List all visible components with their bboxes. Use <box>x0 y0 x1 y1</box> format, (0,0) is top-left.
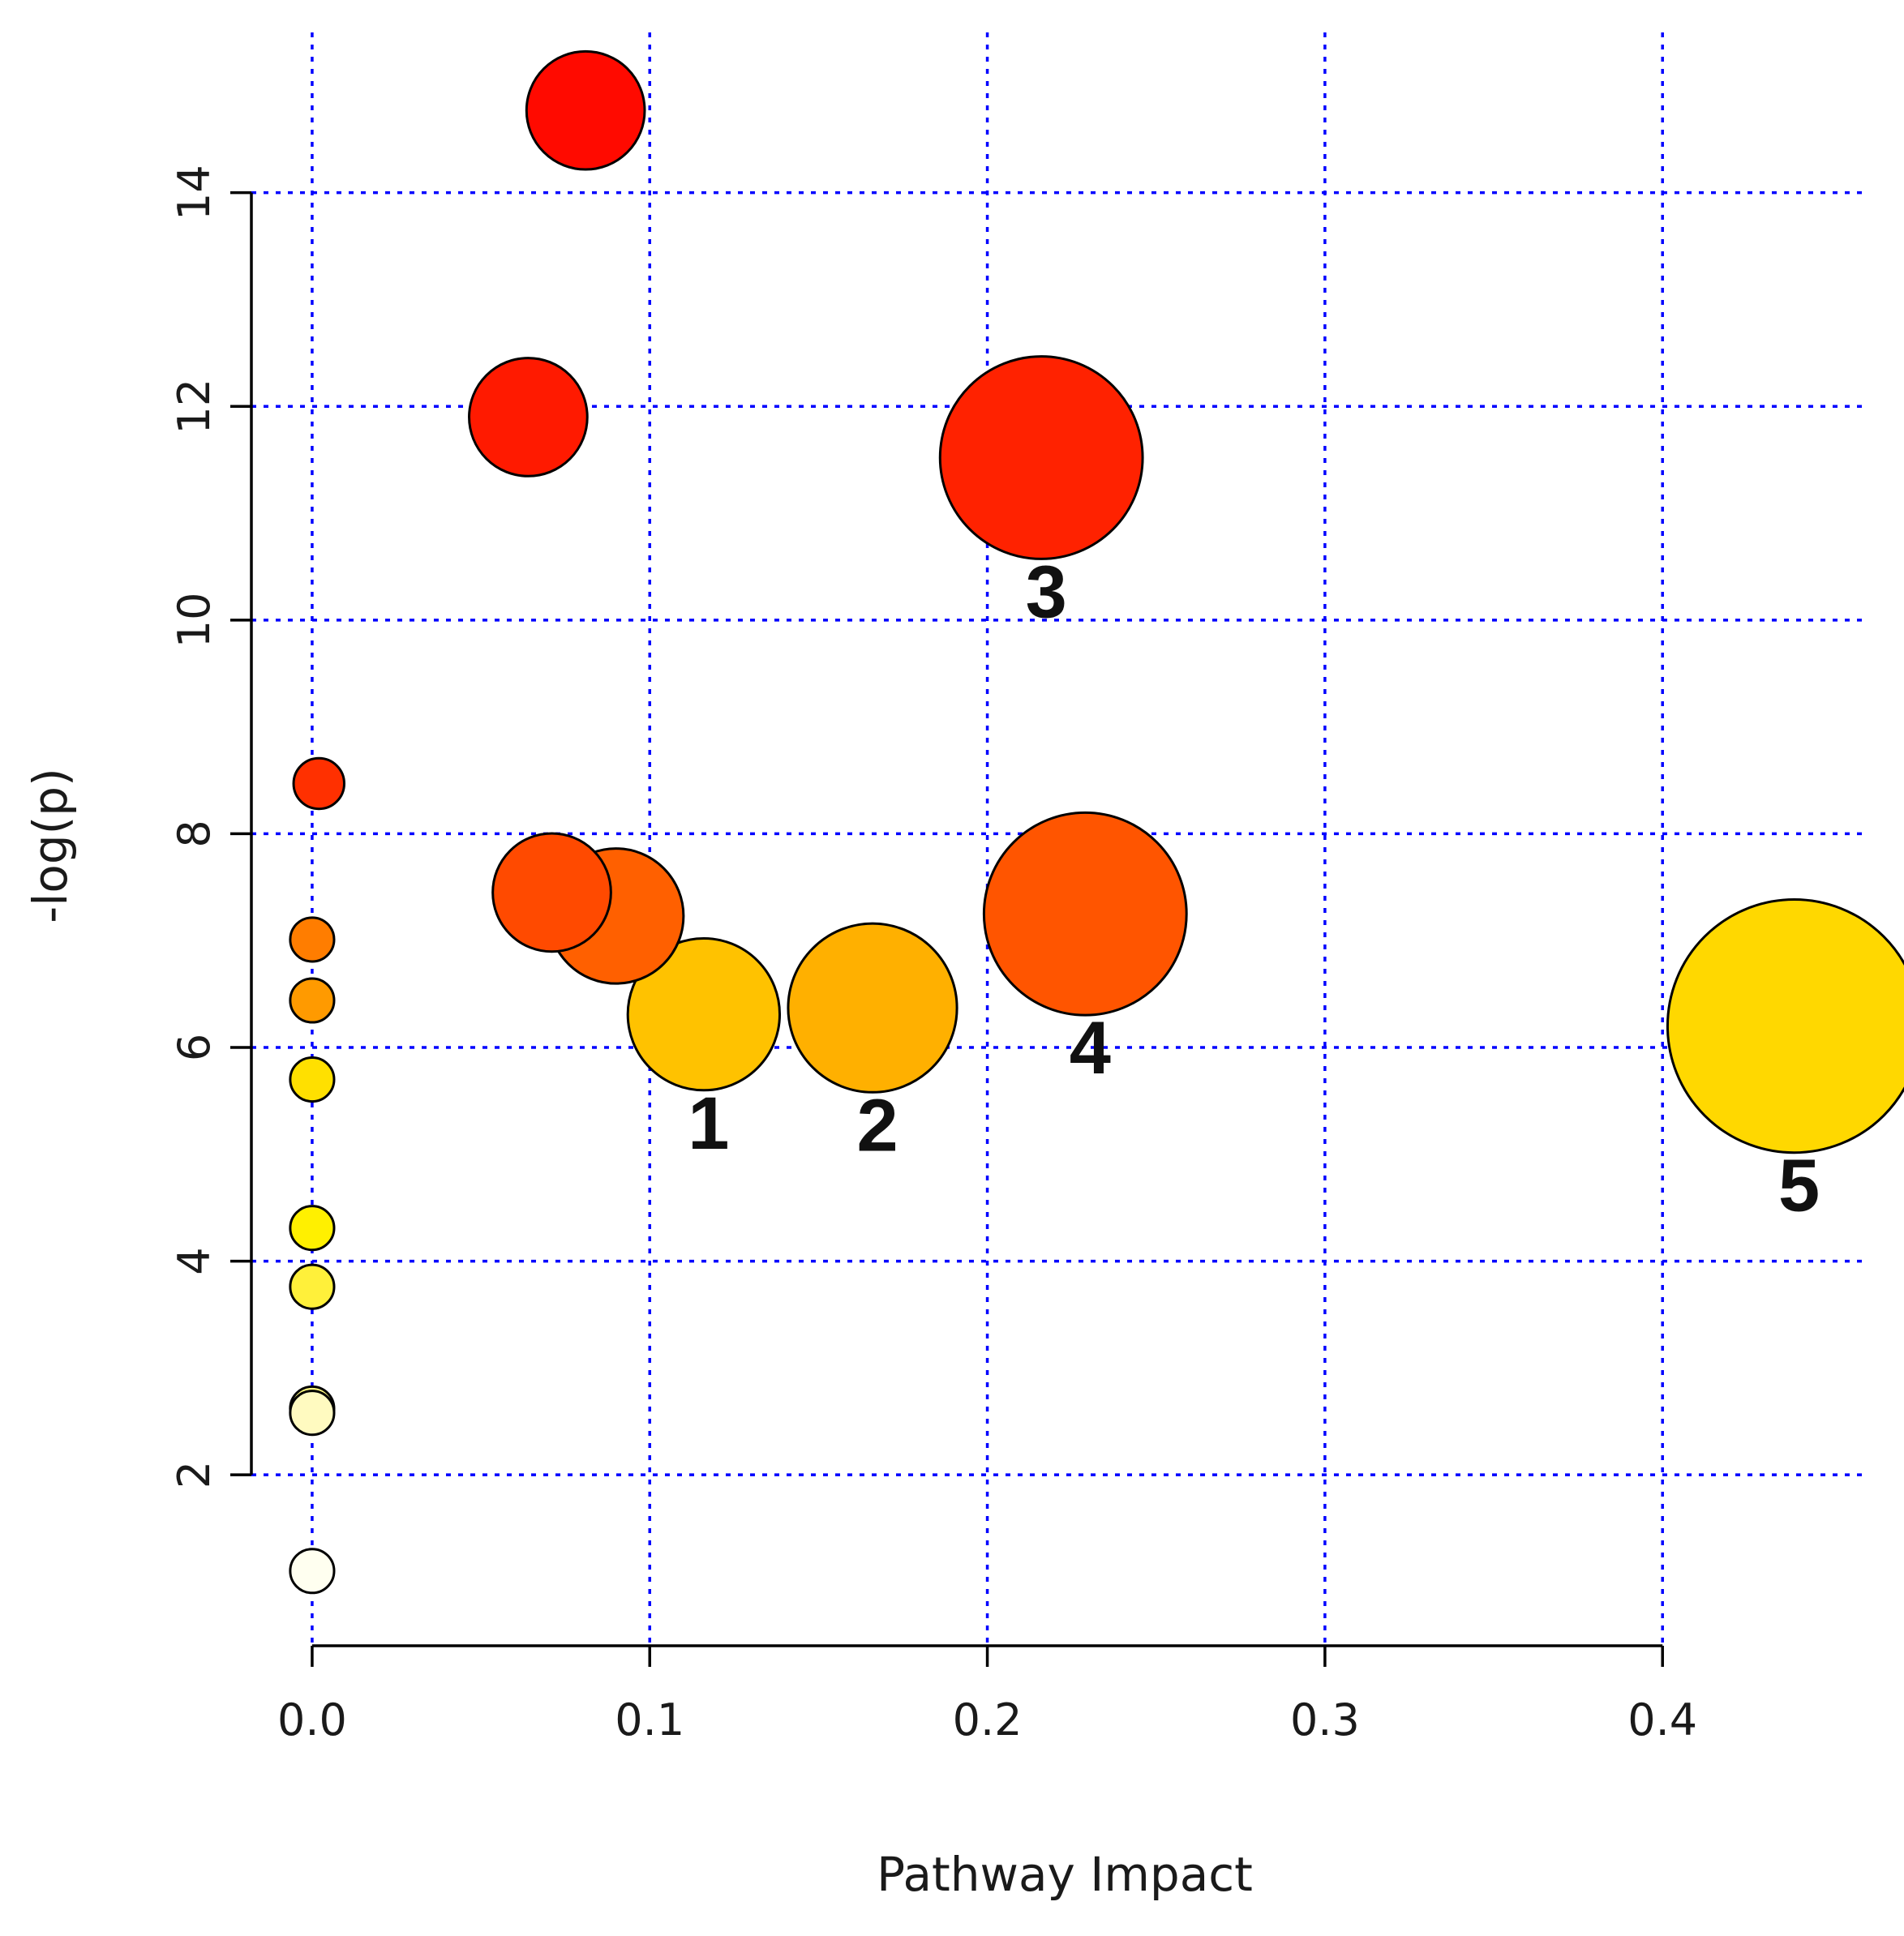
y-axis-title: -log(p) <box>23 768 78 923</box>
point-labels: 3 4 1 2 5 <box>688 550 1820 1227</box>
data-point-16 <box>289 1390 336 1437</box>
data-point-9 <box>626 936 782 1092</box>
data-points <box>289 49 1904 1595</box>
data-point-10 <box>787 922 958 1094</box>
x-tick-label-3: 0.3 <box>1290 1694 1360 1745</box>
data-point-2 <box>938 355 1144 560</box>
data-point-14 <box>289 1263 336 1310</box>
x-tick-label-0: 0.0 <box>277 1694 347 1745</box>
x-tick-label-4: 0.4 <box>1627 1694 1697 1745</box>
data-point-1 <box>468 357 589 478</box>
point-label-2: 2 <box>856 1084 898 1167</box>
data-point-13 <box>289 1205 336 1252</box>
y-tick-label-1: 4 <box>169 1247 220 1274</box>
data-point-7 <box>289 916 336 963</box>
data-point-17 <box>289 1548 336 1595</box>
data-point-11 <box>1666 898 1904 1154</box>
y-tick-label-6: 14 <box>169 165 220 221</box>
x-axis-title: Pathway Impact <box>877 1847 1253 1902</box>
data-point-3 <box>292 756 345 811</box>
point-label-5: 5 <box>1778 1145 1820 1227</box>
y-tick-label-0: 2 <box>169 1461 220 1488</box>
data-point-0 <box>525 49 646 171</box>
x-tick-label-2: 0.2 <box>953 1694 1023 1745</box>
x-tick-label-1: 0.1 <box>615 1694 684 1745</box>
y-tick-label-5: 12 <box>169 379 220 435</box>
point-label-3: 3 <box>1026 550 1067 633</box>
point-label-4: 4 <box>1070 1007 1111 1090</box>
grid-lines <box>251 32 1865 1646</box>
data-point-12 <box>289 1056 336 1103</box>
y-tick-label-4: 10 <box>169 592 220 648</box>
y-tick-label-3: 8 <box>169 820 220 847</box>
data-point-6 <box>982 811 1188 1017</box>
y-tick-label-2: 6 <box>169 1034 220 1061</box>
point-label-1: 1 <box>688 1082 729 1165</box>
data-point-8 <box>289 977 336 1024</box>
data-point-4 <box>491 832 612 953</box>
